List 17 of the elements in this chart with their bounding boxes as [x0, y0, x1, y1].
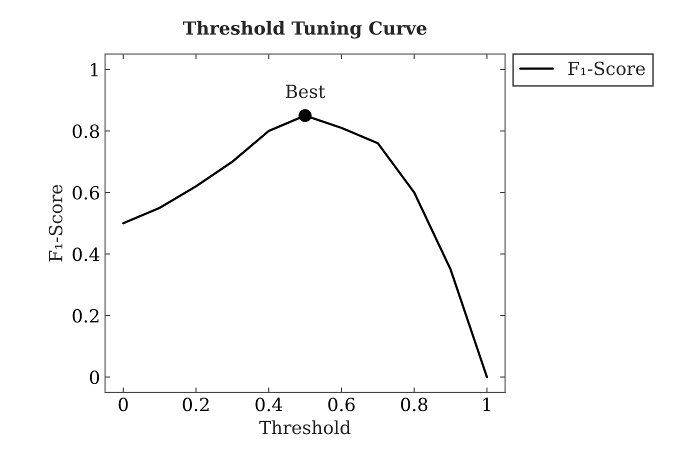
y-tick-label: 0.8 — [72, 124, 100, 138]
y-tick-label: 0.4 — [72, 247, 100, 262]
x-tick-label: 0 — [118, 398, 128, 412]
y-tick-label: 1 — [90, 62, 98, 76]
x-axis-title: Threshold — [259, 420, 351, 434]
y-tick-label: 0 — [90, 370, 100, 384]
x-tick-label: 1 — [483, 398, 490, 412]
chart-title: Threshold Tuning Curve — [183, 20, 427, 39]
x-tick-label: 0.6 — [328, 398, 355, 412]
y-axis-title: F₁-Score — [48, 184, 62, 262]
x-tick-label: 0.4 — [256, 398, 282, 412]
y-tick-label: 0.2 — [72, 309, 98, 323]
x-tick-label: 0.2 — [182, 398, 209, 412]
legend-label: F₁-Score — [568, 62, 645, 76]
x-tick-label: 0.8 — [401, 398, 428, 412]
annotation: Best — [286, 84, 326, 98]
y-tick-label: 0.6 — [72, 186, 100, 200]
